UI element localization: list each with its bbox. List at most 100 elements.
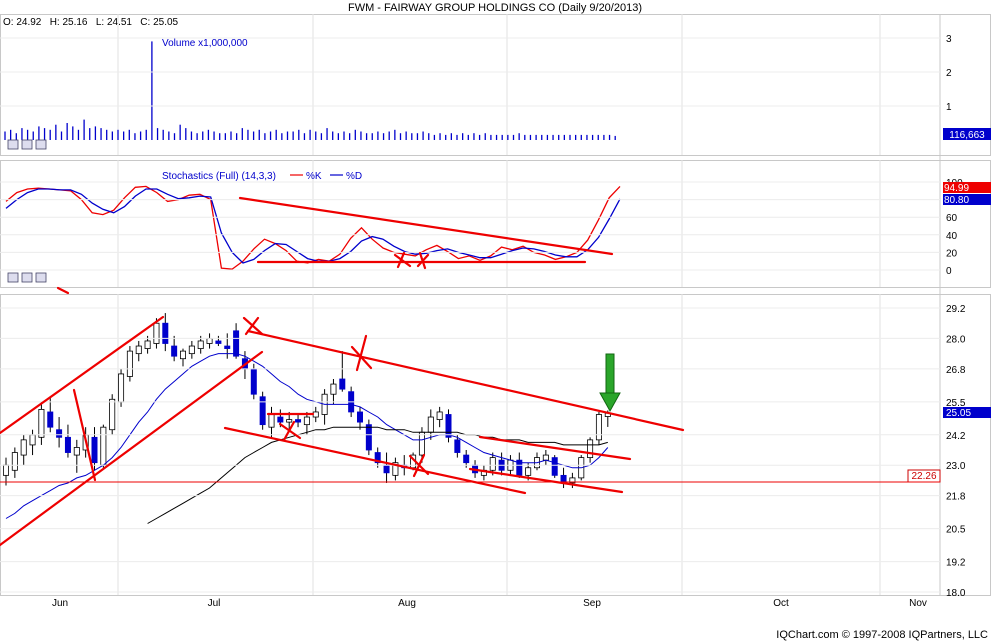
stoch-tick-label: 20 — [946, 248, 958, 259]
candle-body — [56, 429, 63, 438]
stoch-d-badge — [943, 194, 991, 205]
candle-body — [38, 409, 45, 438]
panel-border — [0, 160, 991, 288]
price-tick-label: 29.2 — [946, 304, 966, 315]
stoch-tick-label: 0 — [946, 266, 952, 277]
price-tick-label: 23.0 — [946, 461, 966, 472]
price-tick-label: 19.2 — [946, 558, 966, 569]
candle-body — [47, 411, 54, 428]
price-tick-label: 21.8 — [946, 492, 966, 503]
green-arrow-icon — [599, 353, 621, 413]
candle-body — [109, 398, 116, 431]
stoch-legend-k: %K — [306, 171, 322, 182]
candle-body — [569, 477, 576, 484]
candle-body — [525, 467, 532, 476]
candle-body — [595, 414, 602, 441]
candle-body — [587, 439, 594, 459]
stoch-tick-label: 60 — [946, 213, 958, 224]
trendline-annotations — [0, 196, 685, 547]
stoch-panel-controls[interactable] — [7, 272, 47, 283]
panel-close-icon[interactable] — [35, 272, 47, 283]
volume-last-label: 116,663 — [949, 130, 985, 141]
stoch-k-last: 94.99 — [944, 183, 969, 194]
candle-body — [463, 454, 470, 464]
panel-border — [0, 294, 991, 596]
candle-body — [206, 338, 213, 344]
volume-tick-label: 2 — [946, 68, 952, 79]
panel-close-icon[interactable] — [35, 139, 47, 150]
price-last-badge — [943, 407, 991, 418]
candle-body — [286, 419, 293, 423]
candle-body — [171, 345, 178, 357]
volume-tick-label: 3 — [946, 34, 952, 45]
stoch-legend-d: %D — [346, 171, 362, 182]
candle-body — [551, 457, 558, 476]
candle-body — [356, 411, 363, 423]
panel-frames — [0, 14, 991, 596]
volume-panel-controls[interactable] — [7, 139, 47, 150]
candle-body — [100, 426, 107, 466]
candle-body — [153, 322, 160, 344]
ma-fast-line — [5, 353, 609, 519]
candle-body — [91, 436, 98, 464]
candle-body — [303, 416, 310, 426]
candle-body — [365, 424, 372, 451]
x-tick-label: Jul — [208, 598, 221, 609]
candle-body — [224, 345, 231, 349]
panel-settings-icon[interactable] — [21, 139, 33, 150]
volume-title: Volume x1,000,000 — [162, 38, 248, 49]
x-tick-label: Aug — [398, 598, 416, 609]
moving-averages — [5, 353, 609, 524]
stoch-d-last: 80.80 — [944, 195, 969, 206]
price-tick-label: 20.5 — [946, 525, 966, 536]
panel-border — [0, 14, 991, 156]
candle-body — [383, 464, 390, 474]
stoch-k-badge — [943, 182, 991, 193]
volume-last-badge — [943, 128, 991, 140]
candle-body — [339, 378, 346, 390]
candle-body — [436, 411, 443, 420]
candle-body — [277, 416, 284, 423]
candle-body — [11, 452, 18, 471]
price-tick-label: 25.5 — [946, 398, 966, 409]
volume-tick-label: 1 — [946, 102, 952, 113]
candle-body — [259, 396, 266, 426]
stoch-d-line — [5, 188, 621, 264]
volume-bars — [4, 41, 616, 140]
candle-body — [250, 368, 257, 395]
candle-body — [330, 383, 337, 395]
panel-toggle-icon[interactable] — [7, 139, 19, 150]
price-last-label: 25.05 — [946, 408, 971, 419]
panel-settings-icon[interactable] — [21, 272, 33, 283]
candle-body — [188, 345, 195, 355]
candle-body — [135, 345, 142, 355]
copyright-footer: IQChart.com © 1997-2008 IQPartners, LLC — [776, 629, 988, 641]
candle-body — [454, 439, 461, 453]
x-tick-label: Nov — [909, 598, 927, 609]
candle-body — [392, 462, 399, 476]
x-tick-label: Oct — [773, 598, 789, 609]
panel-toggle-icon[interactable] — [7, 272, 19, 283]
x-tick-label: Sep — [583, 598, 601, 609]
x-tick-label: Jun — [52, 598, 68, 609]
candle-body — [64, 436, 71, 453]
candle-body — [29, 434, 36, 446]
candle-body — [418, 431, 425, 456]
candle-body — [542, 454, 549, 461]
candle-body — [427, 416, 434, 433]
volume-axis: 3 2 1 — [0, 34, 952, 113]
candle-body — [3, 464, 9, 476]
price-tick-label: 18.0 — [946, 588, 966, 599]
stoch-tick-label: 40 — [946, 231, 958, 242]
candle-body — [197, 340, 204, 349]
candle-body — [489, 457, 496, 471]
candle-body — [126, 350, 133, 377]
candle-body — [144, 340, 151, 349]
ohlc-readout: O: 24.92 H: 25.16 L: 24.51 C: 25.05 — [3, 17, 179, 28]
candle-body — [20, 439, 27, 456]
date-axis: Jun Jul Aug Sep Oct Nov — [52, 598, 927, 609]
price-axis: 29.2 28.0 26.8 25.5 24.2 23.0 21.8 20.5 19.2 18.0 — [0, 304, 966, 599]
candle-body — [374, 452, 381, 464]
candle-body — [162, 322, 169, 344]
